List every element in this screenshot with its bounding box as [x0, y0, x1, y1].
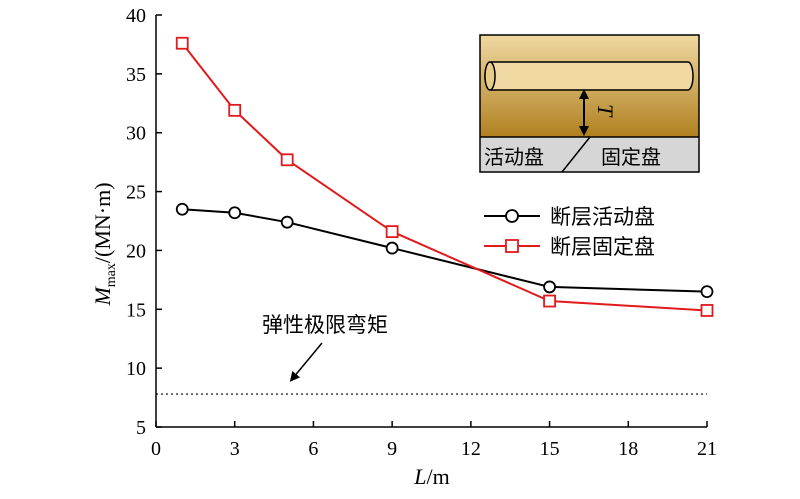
data-point: [228, 103, 242, 117]
series-line: [181, 42, 708, 312]
series-line: [182, 208, 708, 293]
reference-line-label: 弹性极限弯矩: [262, 313, 388, 337]
x-tick-label: 9: [387, 438, 397, 460]
data-point: [175, 36, 189, 50]
reference-arrow: [289, 342, 323, 382]
axes: 0 3 6 9 12 15 18 21 5 10 15 20 25 30 35 40: [126, 5, 717, 460]
series-2: [175, 36, 714, 317]
inset-ground-strip: [480, 137, 699, 172]
inset-schematic: T 活动盘 固定盘: [479, 34, 700, 173]
inset-pipe-end: [484, 61, 496, 91]
inset-frame: [479, 34, 700, 173]
data-point: [228, 206, 242, 220]
data-point: [543, 280, 556, 294]
inset-pipe: [484, 61, 694, 91]
data-point: [385, 241, 399, 255]
y-tick-label: 40: [126, 5, 146, 27]
legend-label: 断层活动盘: [550, 205, 655, 229]
y-tick-label: 35: [126, 64, 146, 86]
y-tick-label: 20: [126, 240, 146, 262]
data-point: [700, 304, 714, 317]
data-point: [543, 294, 556, 308]
data-point: [280, 153, 294, 167]
y-tick-label: 30: [126, 123, 146, 145]
x-tick-label: 6: [308, 438, 318, 460]
series-group: [175, 36, 714, 317]
x-tick-label: 12: [461, 438, 481, 460]
inset-right-label: 固定盘: [601, 145, 661, 169]
series-1: [175, 202, 714, 299]
y-tick-label: 25: [126, 182, 146, 204]
data-point: [280, 215, 294, 229]
x-axis-title: L/m: [413, 464, 449, 489]
y-tick-label: 10: [126, 358, 146, 380]
x-tick-label: 3: [230, 438, 240, 460]
x-tick-label: 21: [697, 438, 717, 460]
inset-left-label: 活动盘: [484, 145, 544, 169]
x-tick-label: 15: [540, 438, 560, 460]
legend-marker: [505, 209, 519, 223]
inset-symbol: T: [593, 104, 618, 118]
y-tick-label: 5: [136, 417, 146, 439]
legend-label: 断层固定盘: [550, 235, 655, 259]
legend-marker: [505, 239, 519, 253]
inset-fault-line: [561, 136, 591, 173]
x-tick-label: 0: [151, 438, 161, 460]
x-tick-label: 18: [618, 438, 638, 460]
data-point: [385, 225, 399, 238]
data-point: [700, 285, 714, 299]
y-tick-label: 15: [126, 299, 146, 321]
data-point: [175, 202, 189, 216]
y-axis-title: Mmax/(MN·m): [90, 182, 119, 306]
